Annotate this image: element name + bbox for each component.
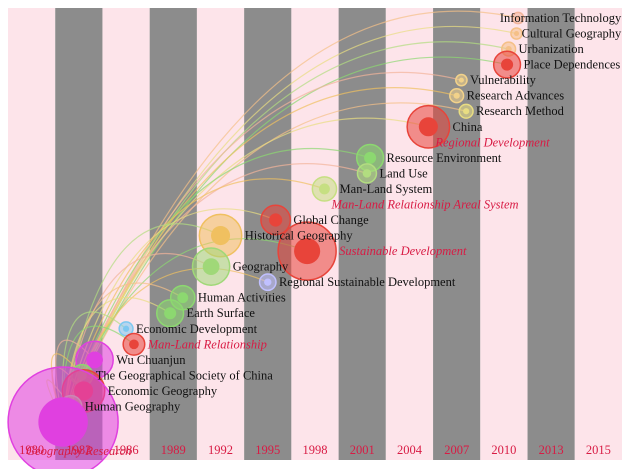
keyword-node <box>7 366 119 469</box>
citation-link <box>62 71 462 423</box>
node-core <box>319 183 330 195</box>
keyword-node <box>277 221 337 281</box>
year-band-2001 <box>338 8 386 460</box>
node-label: Resource Environment <box>387 151 502 165</box>
node-core <box>269 213 283 227</box>
node-label: Vulnerability <box>470 73 537 87</box>
node-core <box>210 225 231 246</box>
year-band-2015 <box>574 8 622 460</box>
node-label: Cultural Geography <box>522 27 622 41</box>
node-label: Regional Sustainable Development <box>279 275 456 289</box>
node-label: Human Geography <box>85 399 181 413</box>
year-label-1995: 1995 <box>255 443 280 457</box>
keyword-node <box>118 321 134 337</box>
node-core <box>129 339 139 350</box>
node-label: Wu Chuanjun <box>116 353 186 367</box>
year-label-1980: 1980 <box>19 443 44 457</box>
keyword-node <box>510 27 523 40</box>
keyword-node <box>449 88 465 104</box>
year-label-1983: 1983 <box>66 443 91 457</box>
keyword-node <box>191 247 231 286</box>
node-core <box>177 292 189 304</box>
year-label-1998: 1998 <box>303 443 328 457</box>
year-band-2004 <box>385 8 434 460</box>
node-label: Regional Development <box>434 135 550 149</box>
year-label-2015: 2015 <box>586 443 611 457</box>
keyword-node <box>406 104 451 149</box>
node-label: Economic Development <box>136 322 258 336</box>
keyword-node <box>122 332 146 356</box>
node-core <box>202 258 220 275</box>
node-core <box>501 58 514 71</box>
keyword-node <box>458 103 474 119</box>
node-label: China <box>453 120 483 134</box>
year-label-1986: 1986 <box>114 443 139 457</box>
node-label: Sustainable Development <box>339 244 467 258</box>
year-band-2013 <box>527 8 575 460</box>
node-core <box>513 31 520 37</box>
keyword-nodes <box>7 11 525 469</box>
node-label: Man-Land Relationship Areal System <box>330 197 518 211</box>
node-label: Earth Surface <box>187 306 256 320</box>
node-core <box>418 117 438 137</box>
keyword-node <box>198 213 243 258</box>
node-core <box>86 351 103 369</box>
node-core <box>364 151 377 164</box>
node-label: Place Dependences <box>523 58 620 72</box>
node-core <box>463 108 470 115</box>
node-label: Urbanization <box>519 42 585 56</box>
node-core <box>264 278 272 286</box>
keyword-node <box>511 11 525 25</box>
year-axis: 1980 1983 1986 1989 1992 1995 1998 2001 2004 2007… <box>19 443 611 457</box>
node-label: Geography Research <box>26 444 131 458</box>
keyword-node <box>311 176 338 202</box>
year-label-2004: 2004 <box>397 443 423 457</box>
node-core <box>294 238 321 265</box>
keyword-node <box>492 50 522 79</box>
node-core <box>164 307 177 320</box>
year-label-1992: 1992 <box>208 443 233 457</box>
node-label: Human Activities <box>198 291 286 305</box>
node-core <box>38 397 88 447</box>
node-label: Information Technology <box>500 11 622 25</box>
node-label: Man-Land Relationship <box>147 337 267 351</box>
node-core <box>122 325 130 332</box>
keyword-node <box>260 204 292 236</box>
node-label: Geography <box>233 260 289 274</box>
node-core <box>458 77 464 83</box>
keyword-node <box>455 73 468 87</box>
node-label: Historical Geography <box>245 229 354 243</box>
node-label: The Geographical Society of China <box>96 368 273 382</box>
keyword-node <box>258 273 277 292</box>
node-label: Research Method <box>476 104 565 118</box>
year-label-2010: 2010 <box>491 443 516 457</box>
year-label-2007: 2007 <box>444 443 469 457</box>
node-label: Man-Land System <box>340 182 433 196</box>
citation-link <box>62 102 467 423</box>
node-core <box>453 92 460 99</box>
keyword-node <box>156 299 185 328</box>
node-core <box>362 169 372 178</box>
node-labels: Information Technology Cultural Geography… <box>26 11 622 458</box>
citation-link <box>62 147 371 423</box>
node-label: Global Change <box>293 213 369 227</box>
year-band-2010 <box>480 8 528 460</box>
node-label: Economic Geography <box>108 384 218 398</box>
keyword-node <box>356 163 378 184</box>
node-label: Research Advances <box>467 89 565 103</box>
year-label-1989: 1989 <box>161 443 186 457</box>
year-label-2013: 2013 <box>539 443 564 457</box>
node-core <box>515 15 521 21</box>
node-label: Land Use <box>379 166 428 180</box>
year-label-2001: 2001 <box>350 443 375 457</box>
